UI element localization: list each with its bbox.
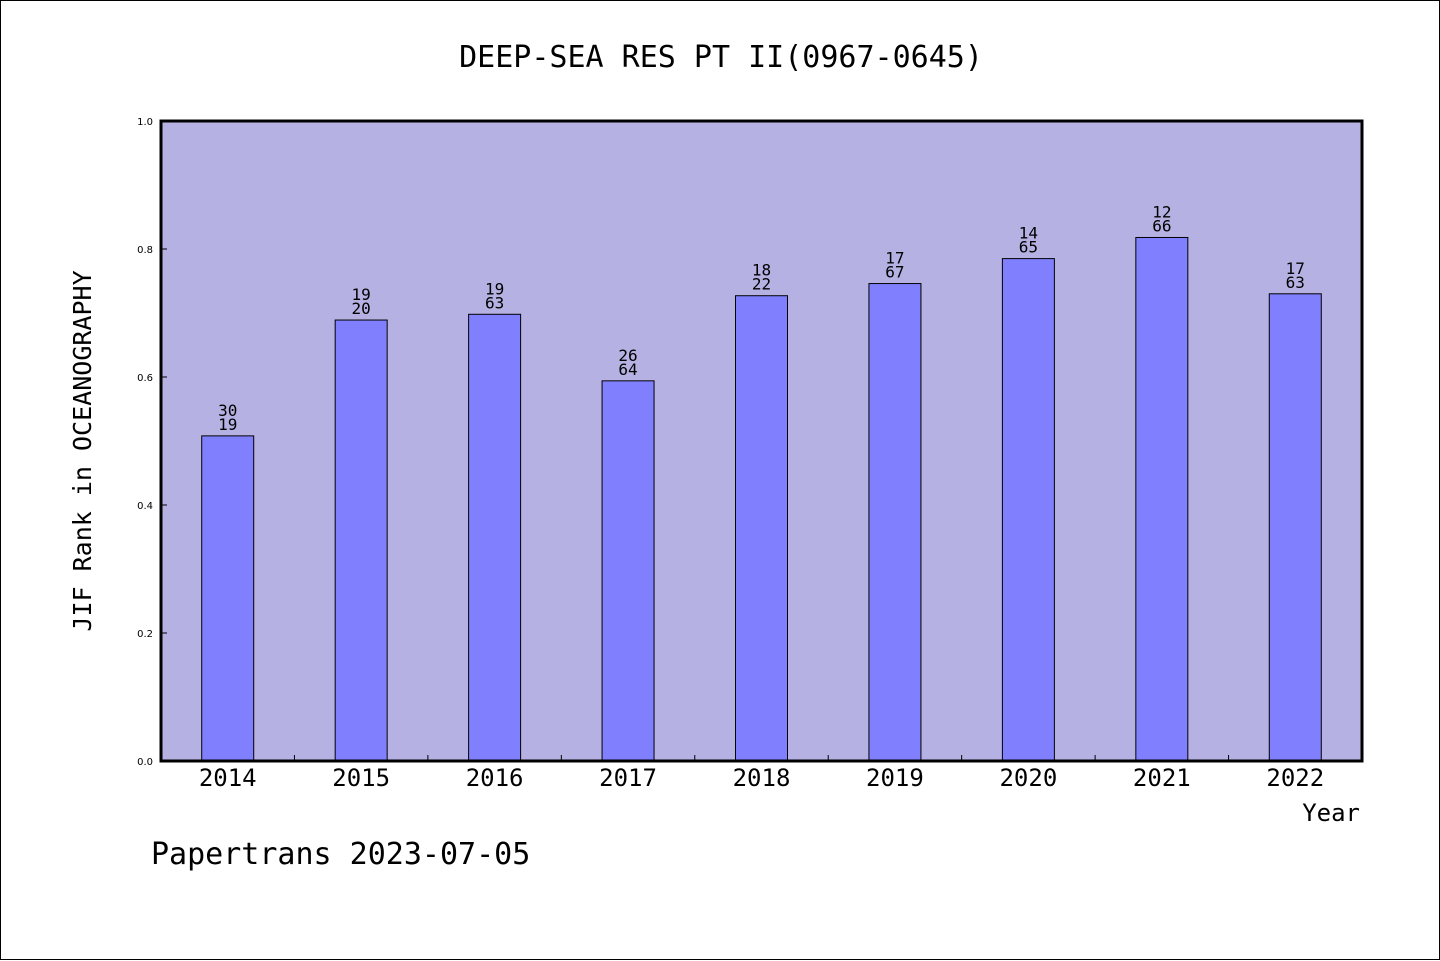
bar-2017 — [601, 380, 655, 762]
y-tick-label: 0.2 — [137, 629, 153, 640]
y-tick-label: 1.0 — [137, 117, 153, 128]
bar-2022 — [1268, 293, 1322, 762]
x-tick-label: 2014 — [199, 764, 257, 792]
bar-label-rank: 19 — [485, 279, 504, 298]
bar-2020 — [1001, 258, 1055, 762]
bar-label-rank: 12 — [1152, 202, 1171, 221]
bar-label-rank: 30 — [218, 401, 237, 420]
bar-label-rank: 26 — [618, 346, 637, 365]
chart-title: DEEP-SEA RES PT II(0967-0645) — [459, 40, 983, 75]
x-tick-label: 2019 — [866, 764, 924, 792]
bar-2018 — [735, 295, 788, 762]
y-tick-label: 0.0 — [137, 757, 153, 768]
bar-label-total: 20 — [352, 299, 371, 318]
bar-label-rank: 17 — [1286, 259, 1305, 278]
x-tick-label: 2018 — [733, 764, 791, 792]
footer-credit: Papertrans 2023-07-05 — [151, 837, 530, 872]
bar-label-total: 63 — [485, 293, 504, 312]
bar-2019 — [868, 283, 922, 762]
bar-2014 — [201, 435, 255, 762]
bar-label-rank: 19 — [352, 285, 371, 304]
x-tick-label: 2021 — [1133, 764, 1191, 792]
bar-label-total: 67 — [885, 263, 904, 282]
bar-label-rank: 18 — [752, 261, 771, 280]
x-axis-label: Year — [1302, 799, 1360, 827]
x-tick-label: 2015 — [332, 764, 390, 792]
x-tick-label: 2022 — [1266, 764, 1324, 792]
bar-label-total: 22 — [752, 275, 771, 294]
x-axis-ticks: 2014 2015 2016 2017 2018 2019 2020 2021 2022 — [199, 755, 1324, 792]
bar-label-total: 66 — [1152, 216, 1171, 235]
bar-2015 — [334, 319, 388, 762]
y-tick-label: 0.8 — [137, 245, 153, 256]
bar-label-total: 64 — [618, 360, 637, 379]
y-tick-label: 0.4 — [137, 501, 153, 512]
bar-2016 — [468, 313, 522, 762]
y-tick-label: 0.6 — [137, 373, 153, 384]
y-axis-label: JIF Rank in OCEANOGRAPHY — [68, 270, 97, 631]
plot-border — [159, 119, 1364, 763]
x-tick-label: 2016 — [466, 764, 524, 792]
bar-label-total: 19 — [218, 415, 237, 434]
bar-label-rank: 17 — [885, 249, 904, 268]
bar-label-total: 65 — [1019, 238, 1038, 257]
x-tick-label: 2017 — [599, 764, 657, 792]
x-tick-label: 2020 — [999, 764, 1057, 792]
bar-label-rank: 14 — [1019, 224, 1038, 243]
bar-label-total: 63 — [1286, 273, 1305, 292]
bar-2021 — [1135, 236, 1189, 762]
